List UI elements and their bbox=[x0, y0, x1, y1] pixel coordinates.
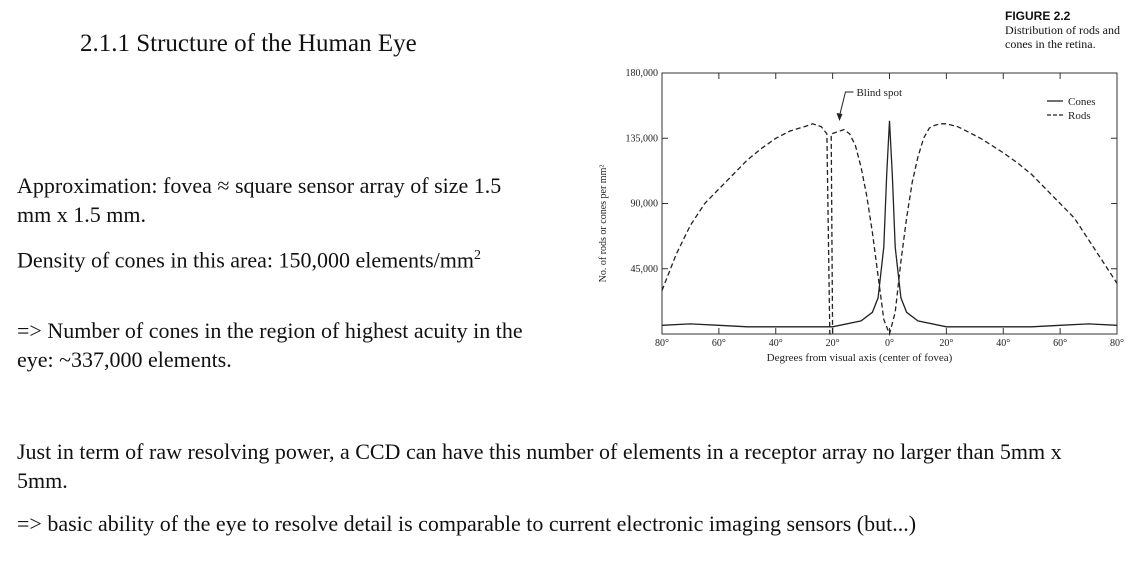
plot-frame bbox=[661, 72, 1118, 335]
cone-density-text: Density of cones in this area: 150,000 e… bbox=[17, 241, 537, 274]
chart-labels: 80° 60° 40° 20° 0° 20° 40° 60° 80° 45,000 90,000 13… bbox=[598, 68, 1124, 364]
x-tick-label: 80° bbox=[655, 338, 669, 349]
x-tick-label: 60° bbox=[712, 338, 726, 349]
figure-caption-text: Distribution of rods and cones in the re… bbox=[1005, 23, 1120, 51]
fovea-approximation-text: Approximation: fovea ≈ square sensor arr… bbox=[17, 173, 502, 227]
ccd-comparison-text: Just in term of raw resolving power, a C… bbox=[17, 439, 1062, 493]
x-tick-label: 80° bbox=[1110, 338, 1124, 349]
blind-spot-annotation: Blind spot bbox=[856, 87, 902, 99]
y-tick-label: 45,000 bbox=[631, 264, 659, 275]
cone-density-unit-exponent: 2 bbox=[474, 248, 482, 263]
series-cones bbox=[661, 120, 1118, 328]
cone-density-main: Density of cones in this area: 150,000 e… bbox=[17, 247, 475, 273]
figure-caption: FIGURE 2.2 Distribution of rods and cone… bbox=[1005, 9, 1130, 51]
legend-label-cones: Cones bbox=[1068, 96, 1096, 108]
x-tick-label: 20° bbox=[939, 338, 953, 349]
x-tick-label: 20° bbox=[826, 338, 840, 349]
x-tick-label: 0° bbox=[885, 338, 894, 349]
x-axis-label: Degrees from visual axis (center of fove… bbox=[767, 352, 953, 364]
x-tick-label: 40° bbox=[996, 338, 1010, 349]
rods-cones-chart: 80° 60° 40° 20° 0° 20° 40° 60° 80° 45,000 90,000 13… bbox=[598, 68, 1124, 364]
y-tick-label: 90,000 bbox=[631, 199, 659, 210]
figure-label: FIGURE 2.2 bbox=[1005, 9, 1071, 23]
conclusion-text: => basic ability of the eye to resolve d… bbox=[17, 511, 917, 536]
blind-spot-arrowhead bbox=[836, 113, 843, 121]
cone-count-text: => Number of cones in the region of high… bbox=[17, 318, 523, 372]
chart-series bbox=[661, 120, 1118, 337]
y-tick-label: 180,000 bbox=[626, 68, 659, 79]
y-tick-label: 135,000 bbox=[626, 133, 659, 144]
x-tick-label: 40° bbox=[769, 338, 783, 349]
x-tick-label: 60° bbox=[1053, 338, 1067, 349]
blind-spot-pointer bbox=[838, 91, 854, 117]
y-axis-label: No. of rods or cones per mm² bbox=[598, 165, 609, 283]
series-rods bbox=[661, 123, 1118, 337]
legend-label-rods: Rods bbox=[1068, 110, 1091, 122]
slide-title: 2.1.1 Structure of the Human Eye bbox=[80, 30, 417, 57]
chart-axes bbox=[661, 72, 1118, 335]
